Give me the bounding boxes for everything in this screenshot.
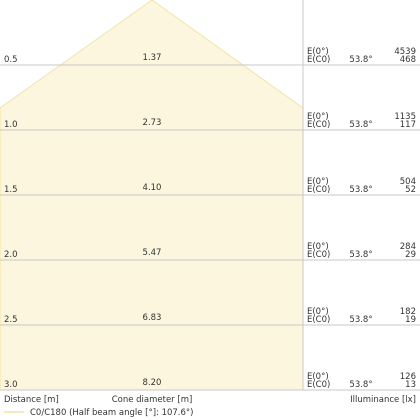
center-axis-label: Cone diameter [m] [112,395,193,405]
ec0-value: 19 [405,315,416,325]
x-axis-label: Distance [m] [4,395,59,405]
cone-diameter-label: 5.47 [143,248,162,258]
e0-value: 504 [400,177,416,187]
distance-tick-label: 2.5 [4,315,18,325]
half-angle-label: 53.8° [349,55,372,65]
ec0-value: 29 [405,250,416,260]
ec0-value: 52 [405,185,416,195]
e0-label: E(0°) [307,372,329,382]
half-angle-label: 53.8° [349,380,372,390]
e0-label: E(0°) [307,177,329,187]
e0-value: 284 [400,242,416,252]
ec0-label: E(C0) [307,120,330,130]
distance-tick-label: 1.0 [4,120,18,130]
ec0-label: E(C0) [307,185,330,195]
distance-tick-label: 1.5 [4,185,18,195]
ec0-value: 13 [405,380,416,390]
e0-value: 182 [400,307,416,317]
e0-label: E(0°) [307,47,329,57]
e0-value: 4539 [394,47,416,57]
half-angle-label: 53.8° [349,250,372,260]
half-angle-label: 53.8° [349,315,372,325]
cone-diameter-label: 8.20 [143,378,162,388]
right-axis-label: Illuminance [lx] [350,395,416,405]
ec0-value: 117 [400,120,416,130]
cone-diameter-label: 4.10 [143,183,162,193]
ec0-label: E(C0) [307,250,330,260]
half-angle-label: 53.8° [349,120,372,130]
e0-value: 126 [400,372,416,382]
cone-diameter-label: 2.73 [143,118,162,128]
e0-value: 1135 [394,112,416,122]
ec0-label: E(C0) [307,315,330,325]
e0-label: E(0°) [307,112,329,122]
ec0-value: 468 [400,55,416,65]
ec0-label: E(C0) [307,380,330,390]
half-angle-label: 53.8° [349,185,372,195]
ec0-label: E(C0) [307,55,330,65]
cone-diameter-label: 6.83 [143,313,162,323]
e0-label: E(0°) [307,242,329,252]
e0-label: E(0°) [307,307,329,317]
legend-text: C0/C180 (Half beam angle [°]: 107.6°) [30,408,194,418]
cone-diameter-label: 1.37 [143,53,162,63]
distance-tick-label: 2.0 [4,250,18,260]
distance-tick-label: 3.0 [4,380,18,390]
distance-tick-label: 0.5 [4,55,18,65]
